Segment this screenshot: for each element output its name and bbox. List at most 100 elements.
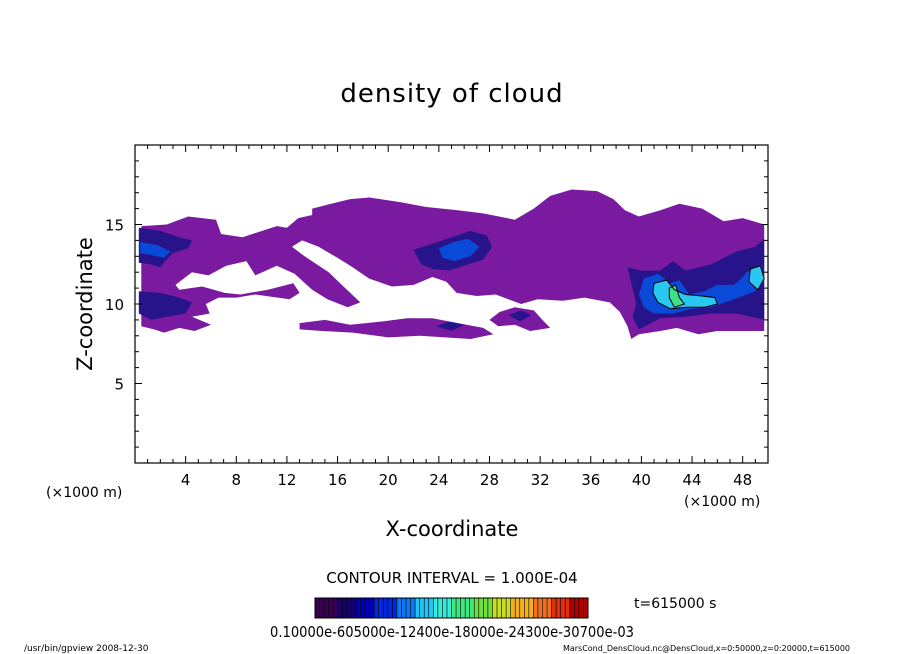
x-tick-label: 24 — [429, 471, 448, 489]
cloud-region-left-core — [140, 242, 171, 258]
x-tick-label: 40 — [632, 471, 651, 489]
y-tick-label: 5 — [114, 376, 124, 394]
contour-line-right-bright — [652, 279, 719, 310]
colorbar-swatch — [551, 598, 557, 618]
colorbar-swatch — [419, 598, 425, 618]
colorbar-swatch — [442, 598, 448, 618]
colorbar-swatch — [528, 598, 534, 618]
time-label: t=615000 s — [634, 596, 716, 612]
cloud-region-left-lower — [138, 291, 192, 320]
colorbar-swatch — [524, 598, 530, 618]
colorbar-swatch — [392, 598, 398, 618]
colorbar — [314, 598, 589, 618]
colorbar-swatch — [515, 598, 521, 618]
contour-line-green-core — [668, 284, 686, 308]
colorbar-swatch — [446, 598, 452, 618]
x-axis-title: X-coordinate — [386, 517, 519, 541]
colorbar-swatch — [456, 598, 461, 618]
y-tick-label: 10 — [105, 296, 124, 314]
colorbar-swatch — [351, 598, 357, 618]
colorbar-swatch — [401, 598, 407, 618]
colorbar-swatch — [478, 598, 484, 618]
colorbar-swatch — [378, 598, 384, 618]
colorbar-swatch — [556, 598, 561, 618]
colorbar-swatch — [333, 598, 339, 618]
colorbar-swatch — [383, 598, 389, 618]
x-tick-label: 8 — [232, 471, 242, 489]
cloud-region-edge-bright — [749, 265, 765, 290]
colorbar-swatch — [342, 598, 348, 618]
contour-interval-label: CONTOUR INTERVAL = 1.000E-04 — [326, 569, 577, 587]
colorbar-swatch — [437, 598, 443, 618]
colorbar-swatch — [487, 598, 493, 618]
contour-line-edge-bright — [748, 265, 765, 291]
colorbar-swatch — [324, 598, 329, 618]
y-tick-label: 15 — [105, 217, 124, 235]
colorbar-swatch — [365, 598, 370, 618]
cloud-field — [138, 189, 765, 339]
colorbar-swatch — [533, 598, 539, 618]
colorbar-swatch — [428, 598, 434, 618]
colorbar-swatch — [328, 598, 334, 618]
x-tick-label: 12 — [277, 471, 296, 489]
footer-left: /usr/bin/gpview 2008-12-30 — [24, 644, 149, 654]
colorbar-swatch — [497, 598, 502, 618]
colorbar-swatch — [406, 598, 411, 618]
cloud-region-patch-spot — [508, 310, 532, 322]
colorbar-swatch — [337, 598, 343, 618]
y-axis-ticks — [135, 160, 768, 448]
x-tick-labels: 4 8 12 16 20 24 28 32 36 40 44 48 — [181, 471, 752, 489]
cloud-region-left-upper — [138, 227, 192, 268]
colorbar-swatch — [346, 598, 352, 618]
x-unit-label-right: (×1000 m) — [684, 494, 760, 510]
colorbar-swatch — [492, 598, 498, 618]
colorbar-swatch — [369, 598, 375, 618]
colorbar-swatch — [424, 598, 430, 618]
colorbar-frame — [314, 597, 589, 619]
colorbar-swatch — [396, 598, 402, 618]
colorbar-swatch — [583, 598, 589, 618]
cloud-region-green-core — [669, 284, 685, 308]
x-tick-label: 44 — [682, 471, 701, 489]
colorbar-swatch — [474, 598, 480, 618]
x-tick-label: 4 — [181, 471, 191, 489]
colorbar-swatch — [410, 598, 416, 618]
x-axis-ticks — [147, 145, 756, 463]
colorbar-swatch — [355, 598, 361, 618]
colorbar-swatch — [578, 598, 584, 618]
x-tick-label: 48 — [733, 471, 752, 489]
footer-right: MarsCond_DensCloud.nc@DensCloud,x=0:5000… — [563, 644, 850, 653]
x-tick-label: 28 — [480, 471, 499, 489]
y-tick-labels: 5 10 15 — [105, 217, 124, 394]
colorbar-swatch — [569, 598, 575, 618]
x-unit-label-left: (×1000 m) — [46, 485, 122, 501]
colorbar-swatch — [374, 598, 379, 618]
colorbar-swatch — [360, 598, 366, 618]
colorbar-swatch — [460, 598, 466, 618]
colorbar-swatch — [483, 598, 489, 618]
colorbar-swatch — [519, 598, 525, 618]
cloud-region-lower-spot — [436, 321, 465, 331]
x-tick-label: 32 — [531, 471, 550, 489]
colorbar-swatch — [451, 598, 457, 618]
colorbar-swatch — [510, 598, 516, 618]
colorbar-swatch — [433, 598, 439, 618]
colorbar-swatch — [565, 598, 571, 618]
colorbar-swatch — [469, 598, 475, 618]
colorbar-swatch — [560, 598, 566, 618]
colorbar-swatch — [574, 598, 580, 618]
colorbar-swatch — [542, 598, 548, 618]
colorbar-labels: 0.10000e-605000e-12400e-18000e-24300e-30… — [270, 623, 634, 641]
chart-title: density of cloud — [340, 79, 563, 109]
x-tick-label: 36 — [581, 471, 600, 489]
colorbar-swatch — [465, 598, 470, 618]
contour-lines — [652, 265, 765, 310]
cloud-region-center-core — [438, 238, 480, 262]
colorbar-swatch — [537, 598, 543, 618]
colorbar-swatch — [315, 598, 320, 618]
y-axis-title: Z-coordinate — [73, 237, 97, 371]
colorbar-swatch — [501, 598, 507, 618]
colorbar-swatch — [319, 598, 325, 618]
colorbar-swatch — [415, 598, 420, 618]
